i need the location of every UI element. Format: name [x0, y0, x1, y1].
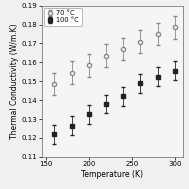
X-axis label: Temperature (K): Temperature (K) — [81, 170, 143, 179]
Y-axis label: Thermal Conductivity (W/m.K): Thermal Conductivity (W/m.K) — [10, 23, 19, 139]
Legend: 70 °C, 100 °C: 70 °C, 100 °C — [44, 8, 82, 26]
